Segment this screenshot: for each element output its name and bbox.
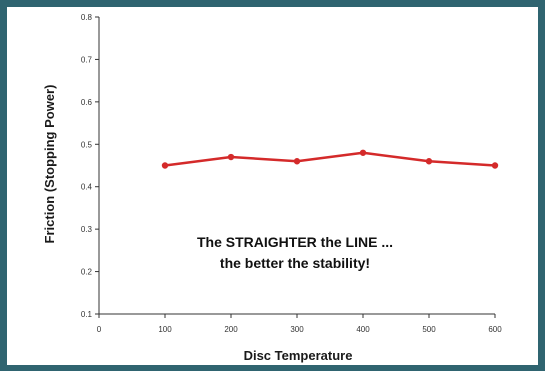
y-tick-label: 0.6 [81,98,93,107]
x-tick-label: 500 [422,325,436,334]
annotation-line-2: the better the stability! [220,255,370,271]
annotation-line-1: The STRAIGHTER the LINE ... [197,234,393,250]
y-tick-label: 0.3 [81,225,93,234]
y-ticks: 0.1 0.2 0.3 0.4 0.5 0.6 0.7 0.8 [81,13,99,319]
y-tick-label: 0.2 [81,268,93,277]
x-ticks: 0 100 200 300 400 500 600 [97,314,502,334]
y-axis-title: Friction (Stopping Power) [42,85,57,244]
data-point [161,162,169,169]
x-tick-label: 300 [290,325,304,334]
x-tick-label: 0 [97,325,102,334]
x-tick-label: 200 [224,325,238,334]
series-line [164,151,496,167]
data-point [491,162,499,169]
y-tick-label: 0.1 [81,310,93,319]
x-tick-label: 400 [356,325,370,334]
x-tick-label: 100 [158,325,172,334]
y-tick-label: 0.8 [81,13,93,22]
y-tick-label: 0.7 [81,55,93,64]
data-point [359,149,367,156]
data-point [227,153,235,161]
y-tick-label: 0.4 [81,183,93,192]
y-tick-label: 0.5 [81,140,93,149]
data-point [425,158,433,165]
data-point [293,158,301,165]
series-group [161,149,499,169]
x-axis-title: Disc Temperature [244,348,353,363]
x-tick-label: 600 [488,325,502,334]
